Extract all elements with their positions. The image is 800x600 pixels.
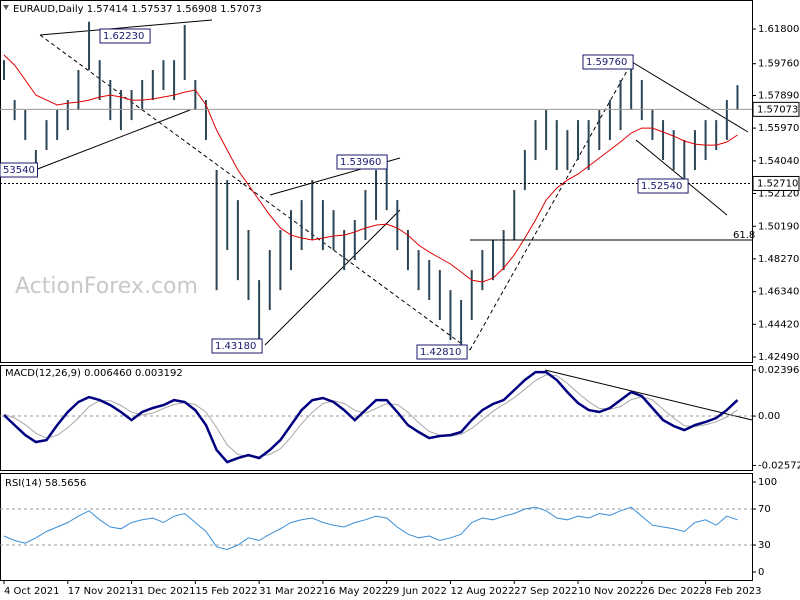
y-tick-label: 1.59760	[758, 59, 799, 70]
y-tick-label: 0	[758, 567, 764, 578]
x-tick-label: 29 Jun 2022	[387, 586, 447, 597]
moving-average	[3, 54, 738, 283]
label-box	[416, 344, 468, 360]
x-tick-label: 16 May 2022	[323, 586, 388, 597]
y-tick-label: 70	[758, 504, 771, 515]
trendline	[631, 61, 749, 133]
label-box	[99, 28, 151, 44]
macd-line	[3, 370, 739, 464]
macd-panel	[0, 365, 753, 471]
trendline	[39, 19, 213, 36]
x-tick-label: 27 Sep 2022	[514, 586, 577, 597]
y-tick-label: 1.48270	[758, 254, 799, 265]
price-annotation: 1.52540	[641, 181, 682, 192]
y-tick-label: 1.46340	[758, 287, 799, 298]
y-tick-label: 1.42490	[758, 352, 799, 363]
level-label: 1.57073	[757, 104, 798, 115]
x-tick-label: 17 Nov 2021	[68, 586, 132, 597]
label-box	[336, 154, 388, 170]
x-tick-label: 4 Oct 2021	[4, 586, 59, 597]
level-box	[752, 101, 800, 117]
x-tick-label: 15 Feb 2022	[195, 586, 257, 597]
y-tick-label: 1.55970	[758, 123, 799, 134]
price-annotation: 1.42810	[420, 347, 461, 358]
y-tick-label: 0.00	[758, 411, 780, 422]
trendlines	[34, 19, 753, 421]
label-box	[637, 178, 689, 194]
price-annotation: 1.43180	[215, 341, 256, 352]
x-tick-label: 8 Feb 2023	[706, 586, 762, 597]
trendline	[34, 109, 191, 171]
y-tick-label: 0.023963	[758, 365, 800, 376]
price-annotation: 1.62230	[103, 31, 144, 42]
y-tick-label: 1.61800	[758, 24, 799, 35]
price-annotation: 1.59760	[586, 57, 627, 68]
x-tick-label: 12 Aug 2022	[450, 586, 514, 597]
price-annotation: 1.53960	[340, 157, 381, 168]
x-tick-label: 31 Dec 2021	[132, 586, 196, 597]
fib-label: 61.8	[733, 230, 755, 241]
panel-title: MACD(12,26,9) 0.006460 0.003192	[5, 368, 183, 379]
y-tick-label: 1.50190	[758, 221, 799, 232]
level-label: 1.52710	[757, 178, 798, 189]
label-box	[211, 338, 263, 354]
y-tick-label: 1.52120	[758, 188, 799, 199]
level-box	[752, 175, 800, 191]
trendline	[264, 209, 401, 346]
macd-trendline	[544, 369, 753, 421]
trendline	[39, 34, 471, 351]
panel-title: RSI(14) 58.5656	[5, 478, 86, 489]
label-box	[0, 162, 38, 178]
trendline	[469, 61, 633, 351]
y-tick-label: 30	[758, 540, 771, 551]
chart-title: EURAUD,Daily 1.57414 1.57537 1.56908 1.5…	[13, 4, 262, 15]
y-tick-label: 1.54040	[758, 156, 799, 167]
y-tick-label: 1.44420	[758, 319, 799, 330]
x-tick-label: 10 Nov 2022	[578, 586, 642, 597]
watermark: ActionForex.com	[15, 274, 198, 299]
x-tick-label: 26 Dec 2022	[642, 586, 706, 597]
y-tick-label: -0.025726	[758, 460, 800, 471]
y-tick-label: 100	[758, 477, 777, 488]
y-tick-label: 1.57890	[758, 90, 799, 101]
rsi-panel	[0, 473, 753, 581]
trendline	[635, 139, 728, 216]
x-tick-label: 31 Mar 2022	[259, 586, 322, 597]
price-annotation: 53540	[3, 165, 35, 176]
title-icon	[3, 5, 9, 10]
label-box	[582, 54, 634, 70]
signal-line	[3, 374, 738, 457]
rsi-line	[3, 506, 738, 551]
